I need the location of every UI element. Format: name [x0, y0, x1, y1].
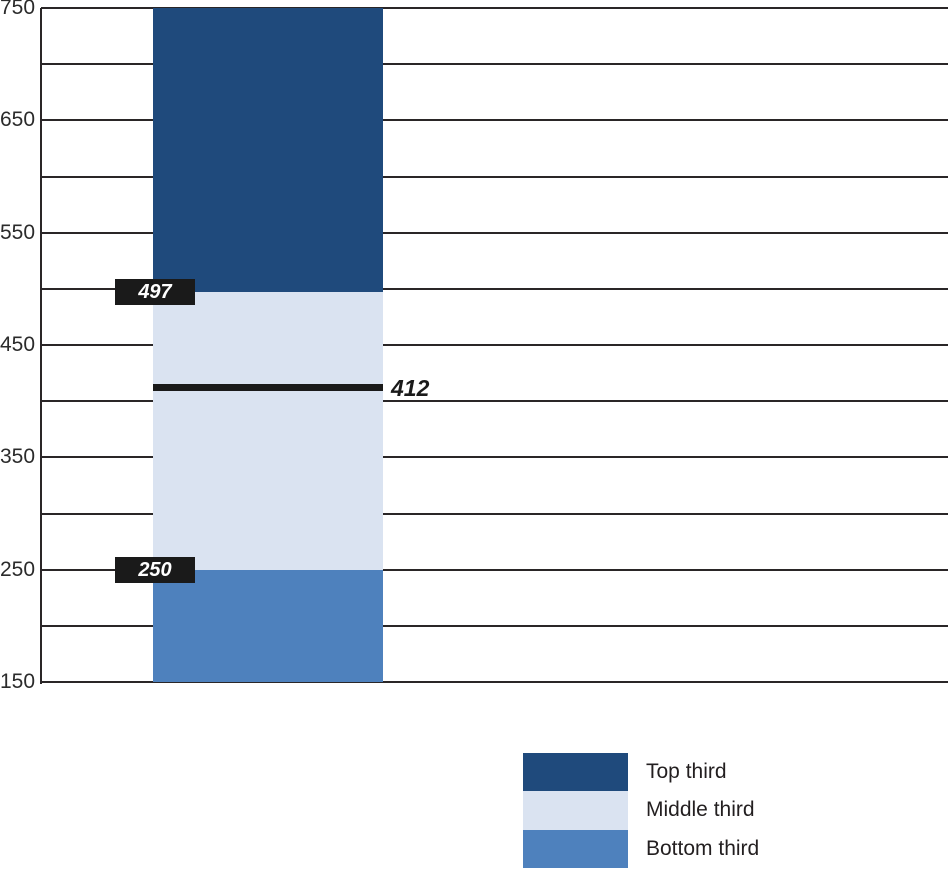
bar-segment-top-third: [153, 8, 383, 293]
y-axis-tick-label: 750: [0, 0, 36, 19]
y-axis-tick-label: 650: [0, 108, 36, 132]
legend-color-swatch: [523, 753, 628, 792]
gridline: [41, 568, 948, 571]
gridline: [41, 7, 948, 9]
legend-color-swatch: [523, 791, 628, 830]
bar-segment-middle-third: [153, 292, 383, 570]
gridline: [41, 624, 948, 627]
legend-item: Bottom third: [523, 829, 853, 868]
y-axis-line: [40, 8, 42, 684]
legend-item-label: Middle third: [646, 798, 755, 822]
gridline: [41, 512, 948, 515]
score-line: [153, 384, 383, 392]
legend-item: Top third: [523, 753, 853, 792]
y-axis-tick-label: 550: [0, 220, 36, 244]
y-axis-tick-label: 250: [0, 557, 36, 581]
legend-item: Middle third: [523, 791, 853, 830]
gridline: [41, 119, 948, 122]
gridline: [41, 287, 948, 290]
gridline: [41, 681, 948, 683]
legend-item-label: Bottom third: [646, 836, 760, 860]
legend-item-label: Top third: [646, 760, 727, 784]
score-line-label: 412: [391, 374, 430, 401]
y-axis-tick-label: 350: [0, 445, 36, 469]
gridline: [41, 456, 948, 459]
boundary-callout: 497: [115, 279, 195, 306]
legend-bands: Top third Middle third Bottom third: [523, 753, 853, 868]
boundary-callout: 250: [115, 556, 195, 583]
y-axis-tick-label: 450: [0, 333, 36, 356]
gridline: [41, 231, 948, 234]
legend-color-swatch: [523, 829, 628, 868]
plot-area: 412 750 650 550 450 350 250 150 497 250: [0, 0, 948, 693]
gridline: [41, 344, 948, 346]
gridline: [41, 63, 948, 66]
bar-segment-bottom-third: [153, 569, 383, 682]
y-axis-tick-label: 150: [0, 670, 36, 693]
gridline: [41, 400, 948, 403]
gridline: [41, 175, 948, 178]
